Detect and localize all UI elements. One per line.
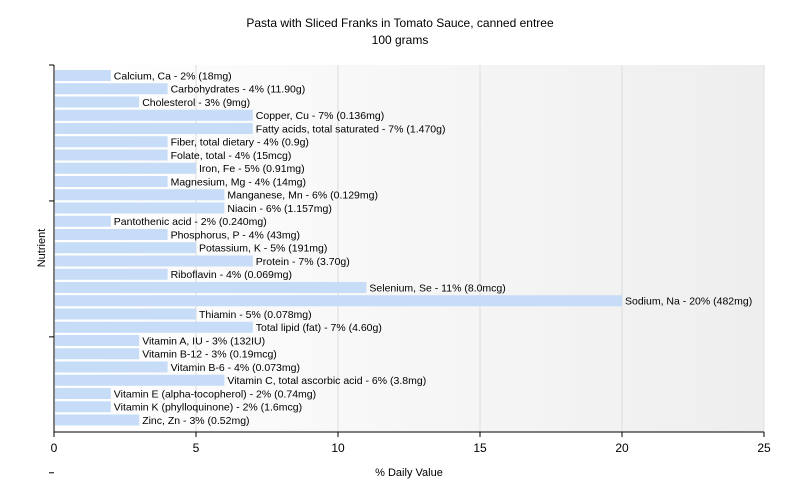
x-tick-label: 25 [757, 441, 771, 455]
bar-labels-group: Calcium, Ca - 2% (18mg) Carbohydrates - 4… [114, 70, 752, 427]
bar [55, 215, 111, 227]
bar-label: Sodium, Na - 20% (482mg) [625, 296, 752, 308]
bar [55, 83, 168, 95]
bar-label: Copper, Cu - 7% (0.136mg) [256, 110, 384, 122]
bar [55, 123, 253, 134]
bar-label: Fiber, total dietary - 4% (0.9g) [171, 137, 309, 149]
bar [55, 202, 225, 214]
bar [55, 96, 140, 108]
bar [55, 348, 140, 360]
bar [55, 295, 622, 307]
x-axis-ticks: 0 5 10 15 20 25 [51, 432, 771, 455]
bar-label: Niacin - 6% (1.157mg) [227, 203, 331, 215]
x-tick-label: 20 [615, 441, 629, 455]
bar [55, 308, 196, 320]
bar-label: Vitamin B-12 - 3% (0.19mcg) [142, 349, 277, 361]
bar [55, 70, 111, 81]
bar [55, 388, 111, 399]
bar-label: Vitamin B-6 - 4% (0.073mg) [171, 362, 300, 374]
bar [55, 176, 168, 187]
bar-label: Phosphorus, P - 4% (43mg) [171, 229, 300, 241]
x-tick-label: 10 [331, 441, 345, 455]
x-axis-title: % Daily Value [375, 467, 443, 479]
bar-label: Vitamin A, IU - 3% (132IU) [142, 335, 265, 347]
bar-label: Total lipid (fat) - 7% (4.60g) [256, 322, 382, 334]
bar-label: Selenium, Se - 11% (8.0mcg) [369, 282, 505, 294]
bar [55, 282, 367, 293]
bar-label: Fatty acids, total saturated - 7% (1.470… [256, 123, 446, 135]
bar [55, 109, 253, 121]
bar-label: Folate, total - 4% (15mcg) [171, 150, 292, 162]
bar [55, 242, 196, 254]
bars-group [55, 70, 622, 426]
bar-label: Vitamin K (phylloquinone) - 2% (1.6mcg) [114, 402, 302, 414]
x-tick-label: 5 [193, 441, 200, 455]
bar-label: Pantothenic acid - 2% (0.240mg) [114, 216, 267, 228]
y-axis-ticks [49, 64, 54, 474]
bar [55, 401, 111, 413]
bar [55, 321, 253, 333]
bar-label: Iron, Fe - 5% (0.91mg) [199, 163, 305, 175]
bar-label: Cholesterol - 3% (9mg) [142, 97, 250, 109]
bar [55, 162, 196, 174]
x-tick-label: 15 [473, 441, 487, 455]
bar [55, 374, 225, 386]
bar-label: Calcium, Ca - 2% (18mg) [114, 70, 232, 82]
bar-label: Thiamin - 5% (0.078mg) [199, 309, 312, 321]
bar [55, 255, 253, 267]
bar [55, 335, 140, 346]
bar [55, 361, 168, 373]
bar [55, 149, 168, 161]
y-axis-title: Nutrient [36, 229, 48, 268]
bar-label: Carbohydrates - 4% (11.90g) [171, 84, 306, 96]
bar-label: Potassium, K - 5% (191mg) [199, 243, 327, 255]
bar-label: Zinc, Zn - 3% (0.52mg) [142, 415, 249, 427]
chart-title: Pasta with Sliced Franks in Tomato Sauce… [246, 16, 554, 30]
bar [55, 189, 225, 201]
bar-label: Vitamin E (alpha-tocopherol) - 2% (0.74m… [114, 388, 316, 400]
chart-subtitle: 100 grams [372, 33, 429, 47]
bar-label: Protein - 7% (3.70g) [256, 256, 350, 268]
bar-label: Vitamin C, total ascorbic acid - 6% (3.8… [227, 375, 426, 387]
bar [55, 414, 140, 426]
x-tick-label: 0 [51, 441, 58, 455]
bar [55, 136, 168, 148]
bar-label: Riboflavin - 4% (0.069mg) [171, 269, 292, 281]
bar-label: Magnesium, Mg - 4% (14mg) [171, 176, 306, 188]
bar [55, 229, 168, 240]
bar [55, 268, 168, 280]
bar-label: Manganese, Mn - 6% (0.129mg) [227, 190, 378, 202]
